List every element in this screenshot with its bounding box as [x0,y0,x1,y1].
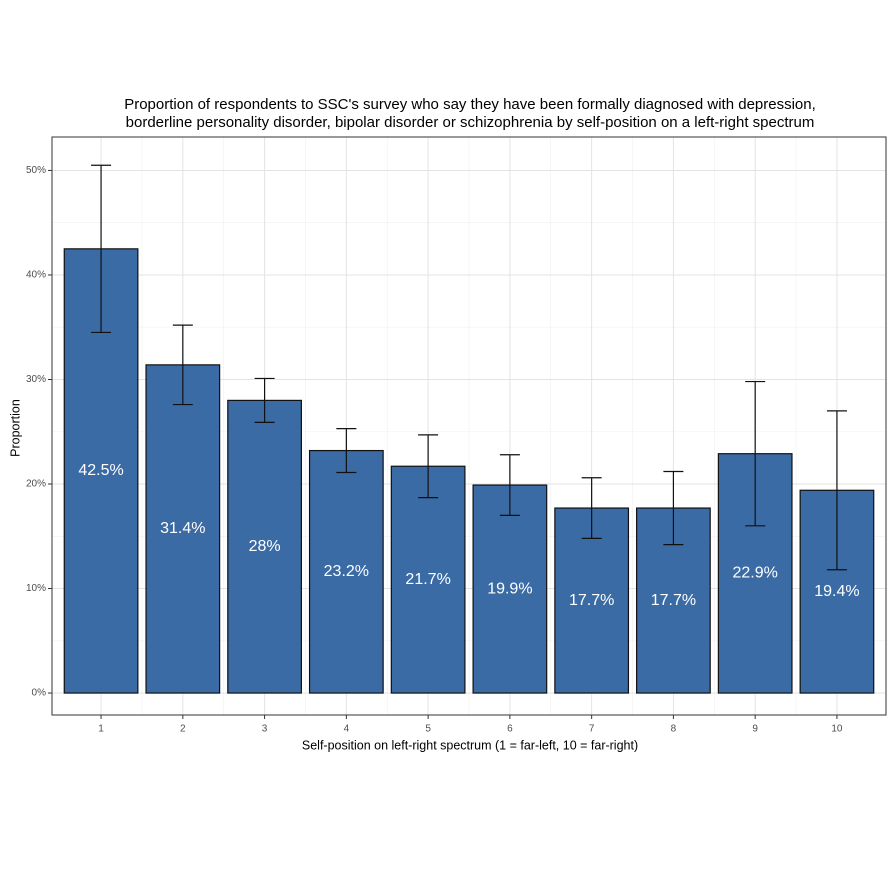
chart-title: borderline personality disorder, bipolar… [126,114,815,131]
value-label: 17.7% [569,592,614,609]
x-tick-label: 7 [589,724,595,735]
y-tick-label: 30% [26,374,46,385]
value-label: 23.2% [324,563,369,580]
y-tick-label: 50% [26,165,46,176]
x-tick-label: 1 [98,724,104,735]
value-label: 28% [249,538,281,555]
x-tick-label: 9 [752,724,758,735]
value-label: 17.7% [651,592,696,609]
y-tick-label: 20% [26,479,46,490]
x-tick-label: 8 [671,724,677,735]
x-axis-title: Self-position on left-right spectrum (1 … [302,738,638,752]
x-tick-label: 5 [425,724,431,735]
value-label: 19.9% [487,580,532,597]
x-tick-label: 4 [344,724,350,735]
value-label: 42.5% [78,462,123,479]
y-tick-label: 10% [26,583,46,594]
value-label: 21.7% [405,571,450,588]
y-tick-label: 0% [32,688,47,699]
value-label: 19.4% [814,583,859,600]
chart-title: Proportion of respondents to SSC's surve… [124,96,816,113]
panel-border [51,136,887,716]
value-label: 22.9% [732,565,777,582]
bar [308,449,384,694]
x-tick-label: 10 [831,724,843,735]
x-tick-label: 3 [262,724,268,735]
bar [145,364,221,694]
bar [390,465,466,694]
bar [227,399,302,694]
y-tick-label: 40% [26,270,46,281]
x-tick-label: 6 [507,724,513,735]
value-label: 31.4% [160,520,205,537]
bar [472,484,548,694]
x-tick-label: 2 [180,724,186,735]
y-axis-title: Proportion [8,399,22,457]
